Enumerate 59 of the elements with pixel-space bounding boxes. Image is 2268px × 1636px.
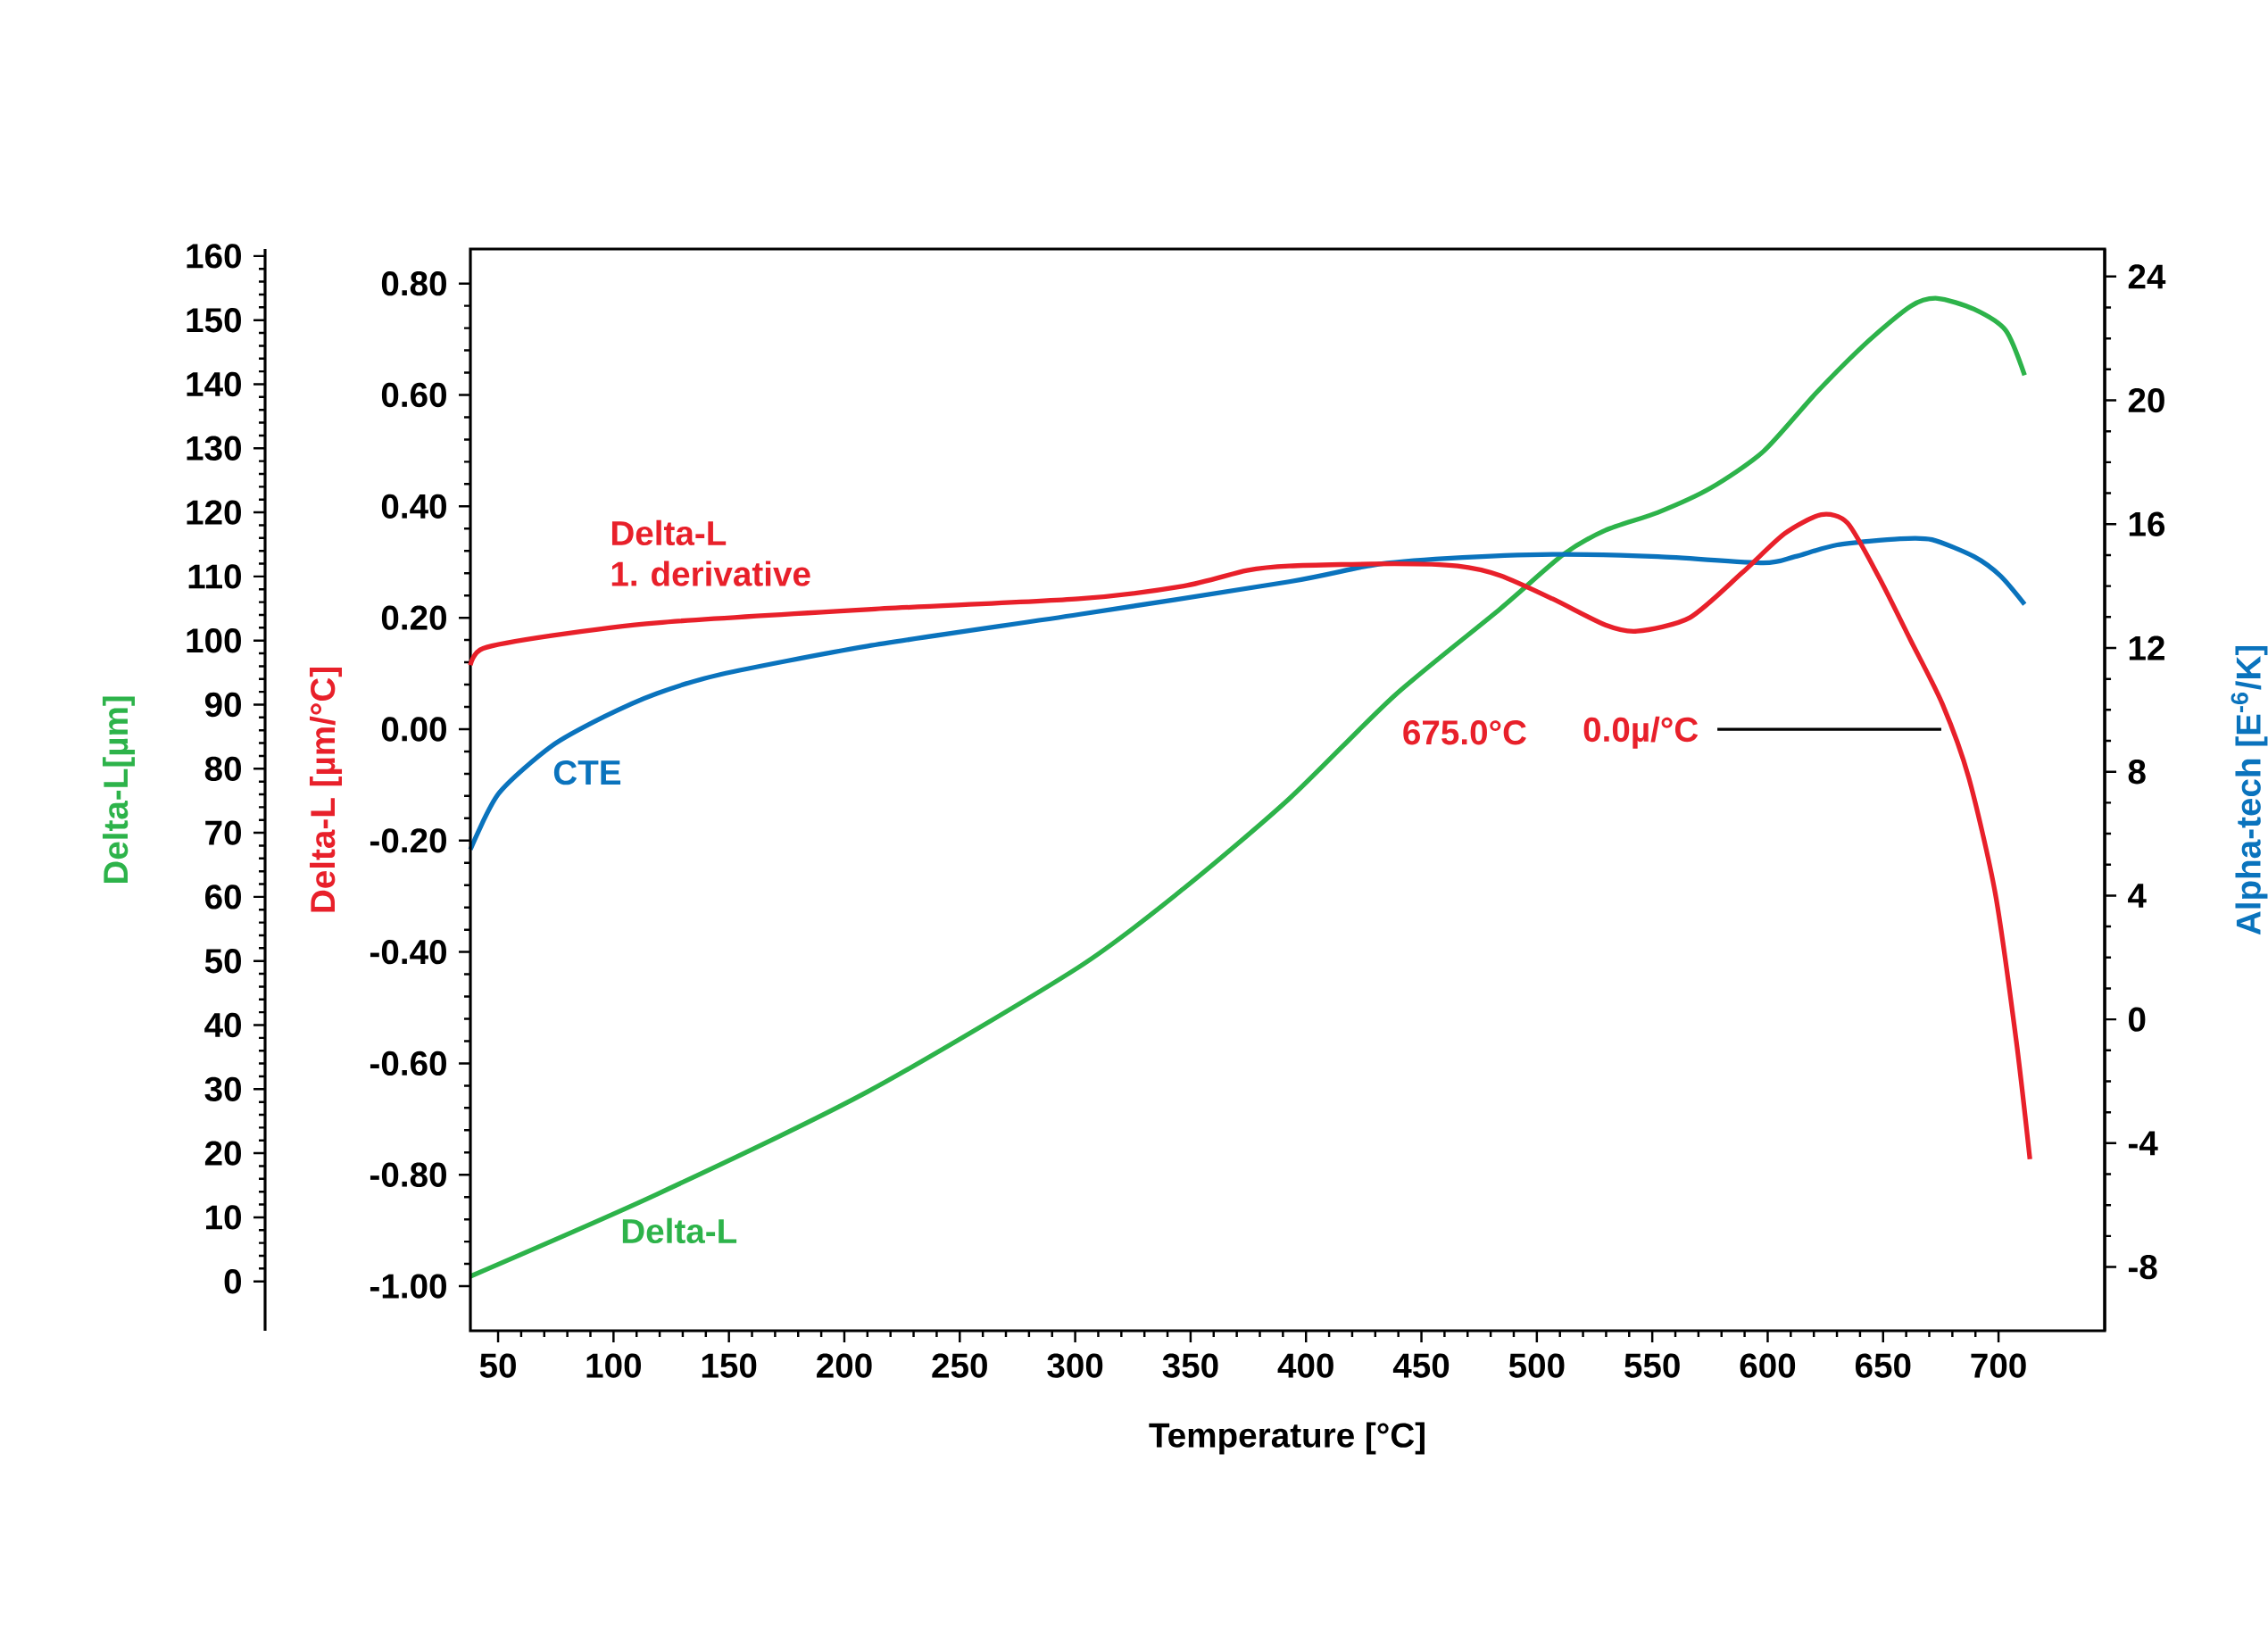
- x-tick-label: 350: [1162, 1353, 1218, 1378]
- x-tick-label: 550: [1624, 1353, 1680, 1378]
- x-tick-label: 250: [932, 1353, 987, 1378]
- x-tick-label: 700: [1971, 1353, 2026, 1378]
- y3-tick-label: 140: [187, 371, 241, 397]
- y3-tick-label: 70: [205, 820, 241, 845]
- y3-tick-label: 120: [187, 500, 241, 525]
- y3-tick-label: 100: [187, 628, 241, 653]
- y2-tick-label: 24: [2128, 264, 2166, 289]
- y-tick-label: 0.80: [381, 271, 446, 296]
- y-tick-label: -0.40: [370, 939, 446, 965]
- y3-tick-label: 160: [187, 244, 241, 269]
- y-tick-label: 0.60: [381, 382, 446, 408]
- x-tick-label: 450: [1392, 1353, 1450, 1378]
- y2-tick-label: 4: [2128, 884, 2147, 908]
- y2-tick-label: 0: [2129, 1007, 2146, 1032]
- x-tick-label: 600: [1740, 1353, 1796, 1378]
- x-axis-title: Temperature [°C]: [1149, 1422, 1425, 1455]
- y3-axis-title: Delta-L[µm]: [102, 696, 136, 884]
- series-label: CTE: [553, 760, 621, 785]
- y2-tick-label: 8: [2128, 760, 2146, 785]
- series-label: Delta-L: [622, 1217, 737, 1244]
- y-tick-label: 0.40: [381, 494, 446, 519]
- y2-tick-label: -4: [2128, 1131, 2158, 1156]
- y-tick-label: 0.20: [381, 605, 446, 630]
- x-tick-label: 400: [1277, 1353, 1333, 1378]
- y2-tick-label: -8: [2128, 1254, 2157, 1280]
- y3-tick-label: 20: [204, 1141, 241, 1166]
- y3-tick-label: 80: [204, 756, 241, 781]
- y3-tick-label: 90: [204, 692, 241, 718]
- annotation: 0.0µ/°C: [1583, 716, 1699, 749]
- y3-tick-label: 0: [224, 1269, 241, 1294]
- x-tick-label: 650: [1855, 1353, 1911, 1378]
- y2-tick-label: 12: [2129, 635, 2164, 660]
- y3-tick-label: 150: [187, 308, 241, 333]
- y3-tick-label: 60: [205, 884, 241, 909]
- y3-tick-label: 40: [204, 1012, 241, 1038]
- y-tick-label: -0.60: [370, 1051, 446, 1076]
- y-tick-label: -1.00: [370, 1274, 446, 1299]
- y-tick-label: -0.20: [370, 828, 446, 853]
- y3-tick-label: 10: [206, 1205, 241, 1230]
- y2-tick-label: 16: [2129, 511, 2165, 536]
- y2-tick-label: 20: [2128, 387, 2164, 413]
- x-tick-label: 100: [586, 1353, 641, 1378]
- annotation: 675.0°C: [1403, 720, 1526, 745]
- y-tick-label: -0.80: [370, 1162, 446, 1187]
- series-label: Delta-L 1. derivative: [611, 519, 810, 586]
- y2-axis-title: Alpha-tech [E$^{-6}$/K]: [2231, 645, 2268, 935]
- x-tick-label: 500: [1508, 1353, 1565, 1378]
- y-axis-title: Delta-L [µm/°C]: [309, 668, 343, 912]
- y3-tick-label: 110: [188, 564, 241, 589]
- x-tick-label: 50: [479, 1353, 516, 1378]
- x-tick-label: 200: [817, 1353, 872, 1378]
- y3-tick-label: 130: [187, 436, 241, 461]
- y3-tick-label: 50: [204, 949, 241, 974]
- y-tick-label: 0.00: [381, 717, 446, 742]
- x-tick-label: 150: [702, 1353, 757, 1378]
- y3-tick-label: 30: [204, 1076, 241, 1102]
- x-tick-label: 300: [1047, 1353, 1103, 1378]
